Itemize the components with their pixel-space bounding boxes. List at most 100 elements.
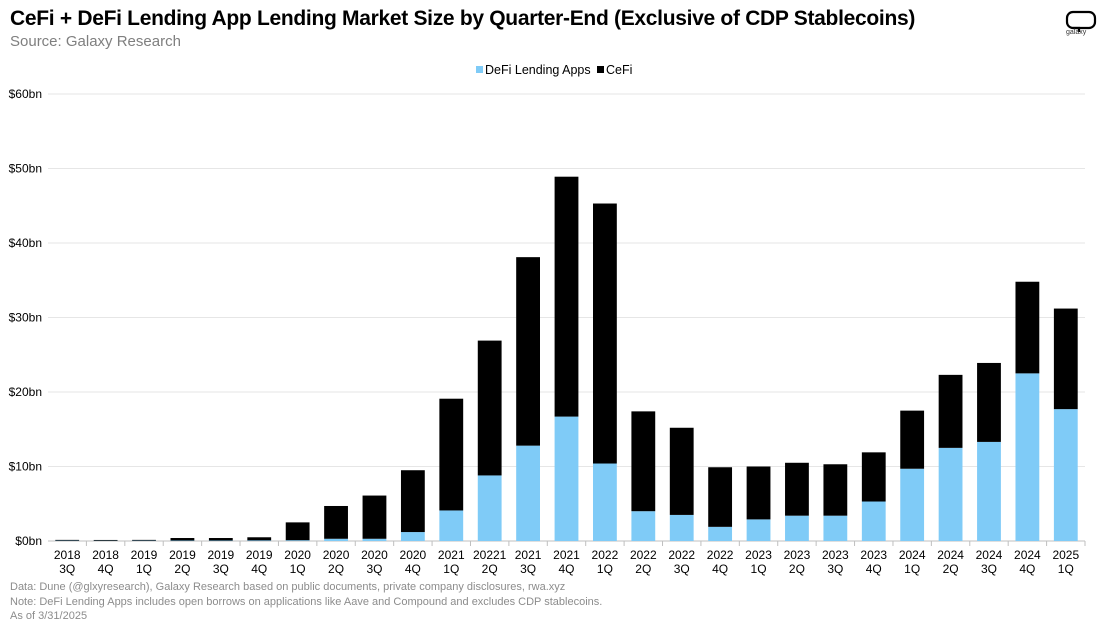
x-tick-label-year: 2020 bbox=[323, 548, 350, 562]
legend-label-cefi: CeFi bbox=[606, 63, 632, 77]
x-tick-label-quarter: 1Q bbox=[1058, 562, 1074, 576]
x-tick-label-year: 2022 bbox=[592, 548, 619, 562]
bar-defi-lending-apps bbox=[785, 515, 809, 541]
x-tick-label-year: 2019 bbox=[246, 548, 273, 562]
x-tick-label-year: 2022 bbox=[707, 548, 734, 562]
bar-cefi bbox=[170, 538, 195, 541]
x-tick-label-year: 2019 bbox=[131, 548, 158, 562]
galaxy-logo-icon bbox=[1065, 10, 1097, 32]
bar-cefi bbox=[285, 522, 310, 541]
bar-defi-lending-apps bbox=[1053, 409, 1078, 541]
x-tick-label-quarter: 2Q bbox=[635, 562, 651, 576]
bar-cefi bbox=[823, 464, 848, 516]
y-tick-label: $60bn bbox=[9, 87, 42, 101]
bar-cefi bbox=[861, 452, 886, 502]
x-tick-label-quarter: 1Q bbox=[597, 562, 613, 576]
x-tick-label-year: 2020 bbox=[361, 548, 388, 562]
bar-cefi bbox=[938, 374, 963, 448]
bar-cefi bbox=[477, 340, 502, 476]
x-tick-label-quarter: 1Q bbox=[904, 562, 920, 576]
bar-cefi bbox=[324, 505, 348, 539]
x-tick-label-quarter: 3Q bbox=[59, 562, 75, 576]
x-tick-label-quarter: 2Q bbox=[174, 562, 190, 576]
x-tick-label-quarter: 3Q bbox=[827, 562, 843, 576]
x-tick-label-year: 2023 bbox=[745, 548, 772, 562]
x-tick-label-quarter: 2Q bbox=[328, 562, 344, 576]
bar-defi-lending-apps bbox=[631, 511, 656, 541]
bar-defi-lending-apps bbox=[516, 445, 540, 541]
bar-defi-lending-apps bbox=[439, 510, 464, 541]
bar-defi-lending-apps bbox=[324, 538, 348, 541]
x-tick-label-quarter: 1Q bbox=[136, 562, 152, 576]
bar-defi-lending-apps bbox=[1015, 373, 1040, 541]
x-tick-label-quarter: 1Q bbox=[443, 562, 459, 576]
footnote-data-source: Data: Dune (@glxyresearch), Galaxy Resea… bbox=[10, 581, 566, 593]
x-tick-label-year: 2018 bbox=[92, 548, 119, 562]
x-tick-label-year: 2024 bbox=[976, 548, 1003, 562]
bar-cefi bbox=[785, 462, 809, 516]
y-tick-label: $30bn bbox=[9, 311, 42, 325]
x-tick-label-year: 2021 bbox=[515, 548, 542, 562]
x-tick-label-quarter: 2Q bbox=[789, 562, 805, 576]
stacked-bar-chart: DeFi Lending Apps CeFi $0bn $10bn $20bn $30b… bbox=[9, 63, 1086, 576]
x-tick-label-quarter: 4Q bbox=[558, 562, 574, 576]
legend-swatch-cefi bbox=[597, 66, 604, 73]
chart-legend: DeFi Lending Apps CeFi bbox=[476, 63, 632, 77]
x-tick-label-year: 2018 bbox=[54, 548, 81, 562]
x-tick-label-quarter: 4Q bbox=[866, 562, 882, 576]
chart-subtitle: Source: Galaxy Research bbox=[10, 33, 181, 50]
x-tick-label-year: 20221 bbox=[473, 548, 507, 562]
x-tick-label-year: 2022 bbox=[630, 548, 657, 562]
bar-cefi bbox=[977, 362, 1001, 442]
x-axis: 20183Q20184Q20191Q20192Q20193Q20194Q2020… bbox=[54, 541, 1086, 576]
y-tick-label: $40bn bbox=[9, 236, 42, 250]
bar-cefi bbox=[132, 539, 156, 541]
bar-defi-lending-apps bbox=[477, 475, 502, 541]
footnote-as-of: As of 3/31/2025 bbox=[10, 610, 88, 622]
logo-wordmark: galaxy bbox=[1066, 29, 1087, 36]
bar-cefi bbox=[900, 410, 925, 469]
bar-defi-lending-apps bbox=[285, 540, 310, 541]
chart-title: CeFi + DeFi Lending App Lending Market S… bbox=[10, 7, 916, 30]
x-tick-label-quarter: 3Q bbox=[366, 562, 382, 576]
x-tick-label-quarter: 1Q bbox=[751, 562, 767, 576]
x-tick-label-year: 2022 bbox=[668, 548, 695, 562]
x-tick-label-quarter: 1Q bbox=[290, 562, 306, 576]
bar-defi-lending-apps bbox=[593, 463, 617, 541]
bar-cefi bbox=[554, 176, 579, 417]
bar-defi-lending-apps bbox=[823, 515, 848, 541]
legend-label-defi: DeFi Lending Apps bbox=[485, 63, 591, 77]
legend-swatch-defi bbox=[476, 66, 483, 73]
bar-defi-lending-apps bbox=[708, 526, 733, 541]
x-tick-label-year: 2023 bbox=[860, 548, 887, 562]
bar-defi-lending-apps bbox=[554, 416, 579, 541]
bar-cefi bbox=[208, 538, 233, 541]
x-tick-label-quarter: 3Q bbox=[213, 562, 229, 576]
x-tick-label-quarter: 4Q bbox=[1019, 562, 1035, 576]
x-tick-label-year: 2020 bbox=[284, 548, 311, 562]
bar-cefi bbox=[1015, 281, 1040, 374]
bars bbox=[55, 176, 1078, 541]
bar-defi-lending-apps bbox=[362, 538, 387, 541]
x-tick-label-year: 2023 bbox=[822, 548, 849, 562]
x-tick-label-quarter: 4Q bbox=[405, 562, 421, 576]
bar-defi-lending-apps bbox=[977, 441, 1001, 541]
bar-cefi bbox=[93, 539, 118, 541]
x-tick-label-year: 2021 bbox=[553, 548, 580, 562]
x-tick-label-year: 2024 bbox=[937, 548, 964, 562]
bar-defi-lending-apps bbox=[247, 540, 272, 541]
bar-cefi bbox=[400, 470, 425, 533]
bar-cefi bbox=[55, 539, 80, 541]
bar-defi-lending-apps bbox=[746, 519, 771, 541]
bar-cefi bbox=[708, 467, 733, 527]
x-tick-label-quarter: 3Q bbox=[981, 562, 997, 576]
bar-cefi bbox=[362, 495, 387, 539]
x-tick-label-quarter: 4Q bbox=[251, 562, 267, 576]
bar-defi-lending-apps bbox=[400, 532, 425, 541]
x-tick-label-year: 2024 bbox=[899, 548, 926, 562]
footnotes: Data: Dune (@glxyresearch), Galaxy Resea… bbox=[10, 580, 602, 624]
x-tick-label-quarter: 2Q bbox=[943, 562, 959, 576]
x-tick-label-year: 2020 bbox=[400, 548, 427, 562]
bar-cefi bbox=[247, 537, 272, 541]
bar-defi-lending-apps bbox=[861, 501, 886, 541]
